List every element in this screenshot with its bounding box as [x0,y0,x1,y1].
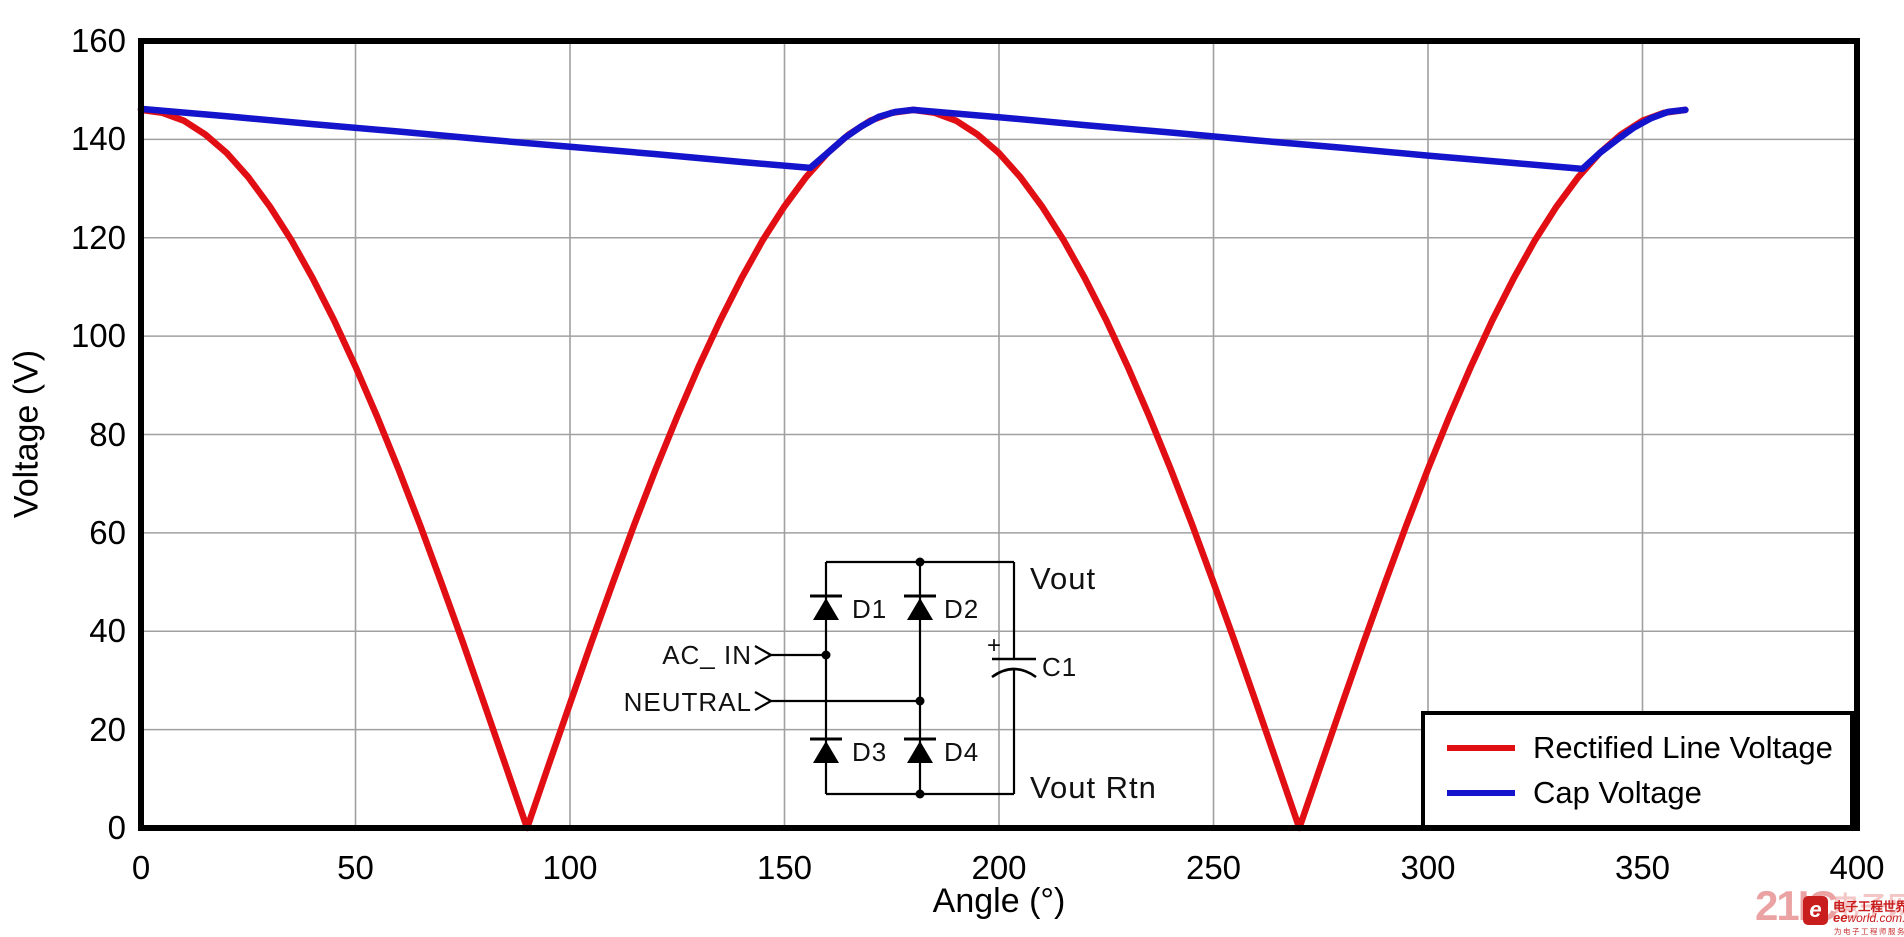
legend-label: Cap Voltage [1533,774,1702,810]
y-tick-label: 20 [89,710,126,748]
x-axis-title: Angle (°) [932,882,1066,920]
x-tick-label: 50 [337,849,374,886]
vout-label: Vout [1030,561,1096,596]
watermark-domain: eeworld.com.cn [1833,910,1904,925]
diode-d2-triangle [907,598,933,620]
junction-dot [915,696,925,706]
ac-in-label: AC_ IN [662,640,752,670]
junction-dot [915,789,925,799]
neutral-port-chevron [754,691,774,711]
d1-label: D1 [852,594,887,624]
junction-dot [821,650,831,660]
watermark-domain-rest: world.com.cn [1847,911,1904,925]
x-tick-label: 300 [1400,849,1456,886]
ac-in-port-chevron [754,645,774,665]
series-line-cap [137,105,1689,173]
legend: Rectified Line Voltage Cap Voltage [1421,711,1854,829]
d4-label: D4 [944,737,979,767]
y-tick-label: 160 [70,22,126,59]
x-tick-label: 150 [756,849,813,886]
junction-dot [915,557,925,567]
y-tick-label: 40 [89,612,126,650]
y-tick-label: 0 [107,809,126,846]
watermark-site-name: 电子工程世界 [1833,900,1904,914]
y-tick-label: 60 [89,513,126,551]
y-tick-label: 100 [70,317,126,355]
vout-rtn-label: Vout Rtn [1030,770,1157,805]
d3-label: D3 [852,737,887,767]
legend-label: Rectified Line Voltage [1533,729,1833,765]
x-tick-label: 400 [1829,849,1885,886]
legend-line-sample-red [1447,744,1515,751]
y-tick-label: 80 [89,415,126,453]
watermark-domain-bold: ee [1833,910,1848,925]
watermark-ghost-text: 电子网 [1832,892,1904,922]
legend-item-cap-voltage: Cap Voltage [1447,775,1850,811]
watermark-tagline: 为电子工程师服务 [1834,927,1904,936]
cap-polarity-plus: + [987,632,1002,659]
neutral-label: NEUTRAL [624,687,752,717]
c1-label: C1 [1042,652,1077,682]
y-tick-label: 140 [70,120,126,158]
legend-line-sample-blue [1447,789,1515,796]
x-tick-label: 350 [1614,849,1671,886]
x-tick-label: 100 [542,849,598,886]
diode-d1-triangle [813,598,839,620]
y-tick-label: 120 [70,218,126,256]
x-tick-label: 200 [971,849,1027,886]
legend-item-rectified-line-voltage: Rectified Line Voltage [1447,730,1850,766]
plot-border [138,38,1860,831]
x-tick-label: 0 [131,849,151,886]
x-tick-label: 250 [1185,849,1242,886]
d2-label: D2 [944,594,979,624]
capacitor-plate-curved [991,667,1037,679]
eeworld-logo-icon: e [1803,896,1828,925]
diode-d4-triangle [907,741,933,763]
diode-d3-triangle [813,741,839,763]
